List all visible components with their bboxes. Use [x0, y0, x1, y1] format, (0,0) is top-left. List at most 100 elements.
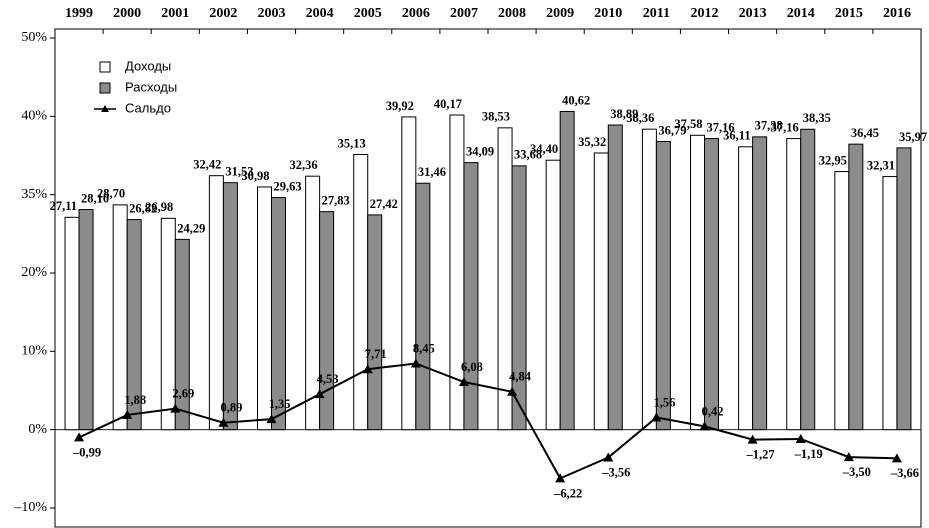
value-label: 8,45 — [413, 341, 435, 355]
x-tick-label: 2011 — [643, 6, 670, 21]
y-tick-label: 20% — [21, 265, 47, 280]
bar — [559, 110, 575, 431]
line — [78, 362, 897, 480]
value-label: 40,62 — [562, 93, 590, 107]
point — [843, 452, 854, 462]
bar — [882, 176, 898, 431]
bar — [64, 216, 80, 431]
value-label: 35,97 — [899, 130, 927, 144]
point — [795, 433, 806, 443]
value-label: 36,45 — [851, 126, 879, 140]
value-label: –3,66 — [890, 466, 919, 480]
bar — [834, 171, 850, 431]
bar — [271, 197, 286, 431]
point — [170, 403, 181, 413]
legend-label: Расходы — [125, 79, 177, 94]
value-label: 27,83 — [322, 194, 350, 208]
point — [218, 417, 229, 427]
value-label: 7,71 — [365, 347, 387, 361]
bar — [511, 165, 527, 431]
value-label: 38,36 — [626, 111, 654, 125]
value-label: 4,84 — [509, 370, 532, 384]
value-label: 39,92 — [386, 99, 414, 113]
value-label: –0,99 — [72, 445, 101, 459]
value-label: 32,42 — [193, 158, 221, 172]
value-label: 0,89 — [220, 401, 242, 415]
point — [74, 432, 85, 442]
value-label: 40,17 — [434, 97, 462, 111]
bar — [353, 153, 369, 431]
value-label: –1,27 — [746, 447, 775, 461]
value-label: 6,08 — [461, 360, 483, 374]
bar — [208, 175, 224, 431]
value-label: 38,89 — [610, 107, 638, 121]
x-tick-label: 2007 — [450, 6, 478, 21]
bar — [305, 175, 321, 431]
x-tick-label: 2005 — [354, 6, 382, 21]
legend-swatch — [99, 61, 111, 73]
bar — [738, 146, 754, 431]
bar — [690, 134, 705, 431]
x-tick-label: 2013 — [739, 6, 767, 21]
value-label: 36,79 — [658, 123, 686, 137]
value-label: –6,22 — [553, 486, 582, 500]
value-label: 32,31 — [867, 158, 895, 172]
bar — [593, 152, 609, 431]
x-tick-label: 2008 — [498, 6, 526, 21]
value-label: –1,19 — [794, 447, 823, 461]
value-label: 32,95 — [819, 153, 847, 167]
point — [555, 473, 566, 483]
value-label: 32,36 — [289, 158, 317, 172]
bar — [463, 162, 479, 431]
point — [122, 409, 133, 419]
value-label: 37,38 — [755, 119, 783, 133]
bar — [752, 136, 768, 431]
y-tick-label: 0% — [28, 422, 47, 437]
value-label: 31,46 — [418, 165, 446, 179]
x-tick-label: 2006 — [402, 6, 430, 21]
x-tick-label: 2016 — [883, 6, 911, 21]
bar — [641, 128, 657, 431]
bar — [174, 238, 190, 431]
legend-label: Сальдо — [125, 100, 171, 115]
x-tick-label: 2000 — [113, 6, 141, 21]
bar — [367, 214, 383, 431]
y-tick-label: 50% — [21, 30, 47, 45]
bar — [848, 143, 864, 431]
bar — [545, 159, 561, 431]
legend-label: Доходы — [125, 58, 171, 73]
bar — [319, 211, 335, 431]
value-label: 35,32 — [578, 135, 606, 149]
point — [651, 412, 662, 422]
point — [747, 434, 758, 444]
bar — [800, 128, 816, 431]
value-label: 24,29 — [177, 221, 205, 235]
value-label: 1,88 — [124, 393, 146, 407]
bar — [497, 127, 513, 431]
value-label: 31,53 — [225, 165, 253, 179]
value-label: 38,53 — [482, 110, 510, 124]
x-tick-label: 2015 — [835, 6, 863, 21]
value-label: –3,56 — [601, 465, 630, 479]
bar — [607, 124, 623, 431]
y-tick-label: 40% — [21, 109, 47, 124]
value-label: 27,11 — [50, 199, 77, 213]
point — [266, 414, 277, 424]
x-tick-label: 2001 — [161, 6, 189, 21]
bar — [222, 182, 238, 431]
x-tick-label: 2009 — [546, 6, 574, 21]
value-label: 2,69 — [172, 386, 194, 400]
value-label: 26,82 — [129, 201, 157, 215]
y-tick-label: –10% — [13, 500, 47, 515]
value-label: 36,11 — [723, 129, 750, 143]
value-label: 34,09 — [466, 145, 494, 159]
value-label: 1,35 — [269, 397, 291, 411]
value-label: 34,40 — [530, 142, 558, 156]
point — [410, 358, 421, 368]
x-tick-label: 2002 — [209, 6, 237, 21]
value-label: 28,10 — [81, 191, 109, 205]
point — [699, 421, 710, 431]
value-label: 0,42 — [702, 404, 724, 418]
y-tick-label: 35% — [21, 187, 47, 202]
